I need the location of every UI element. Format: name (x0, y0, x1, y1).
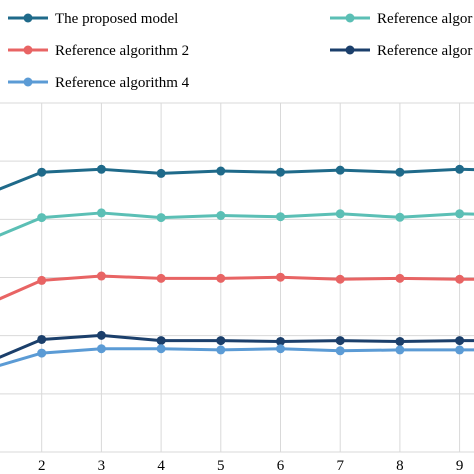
data-point (455, 209, 465, 219)
data-point (216, 345, 226, 355)
data-point (96, 271, 106, 281)
series-layer (0, 164, 474, 367)
legend-swatch-marker (23, 13, 33, 23)
data-point (276, 272, 285, 282)
legend-entry: Reference algorithm 4 (8, 75, 190, 91)
data-point (156, 168, 166, 178)
x-tick-label: 8 (396, 458, 404, 474)
data-point (216, 166, 226, 176)
data-point (276, 336, 285, 346)
series-line (0, 211, 474, 237)
legend-label: Reference algor (377, 43, 472, 59)
data-point (395, 212, 405, 222)
data-point (96, 330, 106, 340)
data-point (216, 273, 226, 283)
data-point (37, 348, 47, 358)
legend-label: Reference algor (377, 11, 472, 27)
data-point (37, 275, 47, 285)
legend-swatch-marker (23, 77, 33, 87)
series-3 (0, 271, 474, 301)
data-point (395, 273, 405, 283)
legend-entry: Reference algor (330, 11, 472, 27)
data-point (455, 336, 465, 346)
x-tick-label: 7 (336, 458, 344, 474)
series-4 (0, 330, 474, 359)
series-line (0, 167, 474, 191)
data-point (216, 211, 226, 221)
x-tick-label: 2 (38, 458, 46, 474)
data-point (276, 212, 285, 222)
x-tick-label: 4 (157, 458, 165, 474)
series-1 (0, 164, 474, 191)
data-point (276, 167, 285, 177)
data-point (455, 345, 465, 355)
series-line (0, 333, 474, 359)
data-point (335, 346, 345, 356)
legend-label: The proposed model (55, 11, 178, 27)
legend-swatch-marker (345, 13, 355, 23)
data-point (156, 273, 166, 283)
legend-label: Reference algorithm 4 (55, 75, 190, 91)
data-point (395, 345, 405, 355)
data-point (37, 167, 47, 177)
legend: The proposed model Reference algor Referen… (8, 11, 472, 91)
legend-label: Reference algorithm 2 (55, 43, 189, 59)
legend-swatch-marker (23, 45, 33, 55)
data-point (455, 164, 465, 174)
x-tick-label: 9 (456, 458, 464, 474)
series-5 (0, 344, 474, 367)
legend-entry: Reference algor (330, 43, 472, 59)
x-tick-label: 6 (277, 458, 285, 474)
data-point (156, 336, 166, 346)
data-point (96, 344, 106, 354)
data-point (96, 208, 106, 218)
x-tick-label: 5 (217, 458, 225, 474)
data-point (455, 274, 465, 284)
data-point (37, 334, 47, 344)
series-2 (0, 208, 474, 237)
series-line (0, 274, 474, 301)
data-point (335, 274, 345, 284)
data-point (335, 336, 345, 346)
legend-swatch-marker (345, 45, 355, 55)
data-point (156, 213, 166, 223)
data-point (395, 167, 405, 177)
data-point (156, 344, 166, 354)
x-tick-labels: 2 3 4 5 6 7 8 9 (38, 458, 463, 474)
data-point (37, 213, 47, 223)
x-tick-label: 3 (98, 458, 106, 474)
data-point (335, 165, 345, 175)
data-point (216, 336, 226, 346)
series-line (0, 347, 474, 367)
data-point (395, 336, 405, 346)
data-point (96, 164, 106, 174)
legend-entry: Reference algorithm 2 (8, 43, 189, 59)
legend-entry: The proposed model (8, 11, 178, 27)
data-point (335, 209, 345, 219)
data-point (276, 344, 285, 354)
